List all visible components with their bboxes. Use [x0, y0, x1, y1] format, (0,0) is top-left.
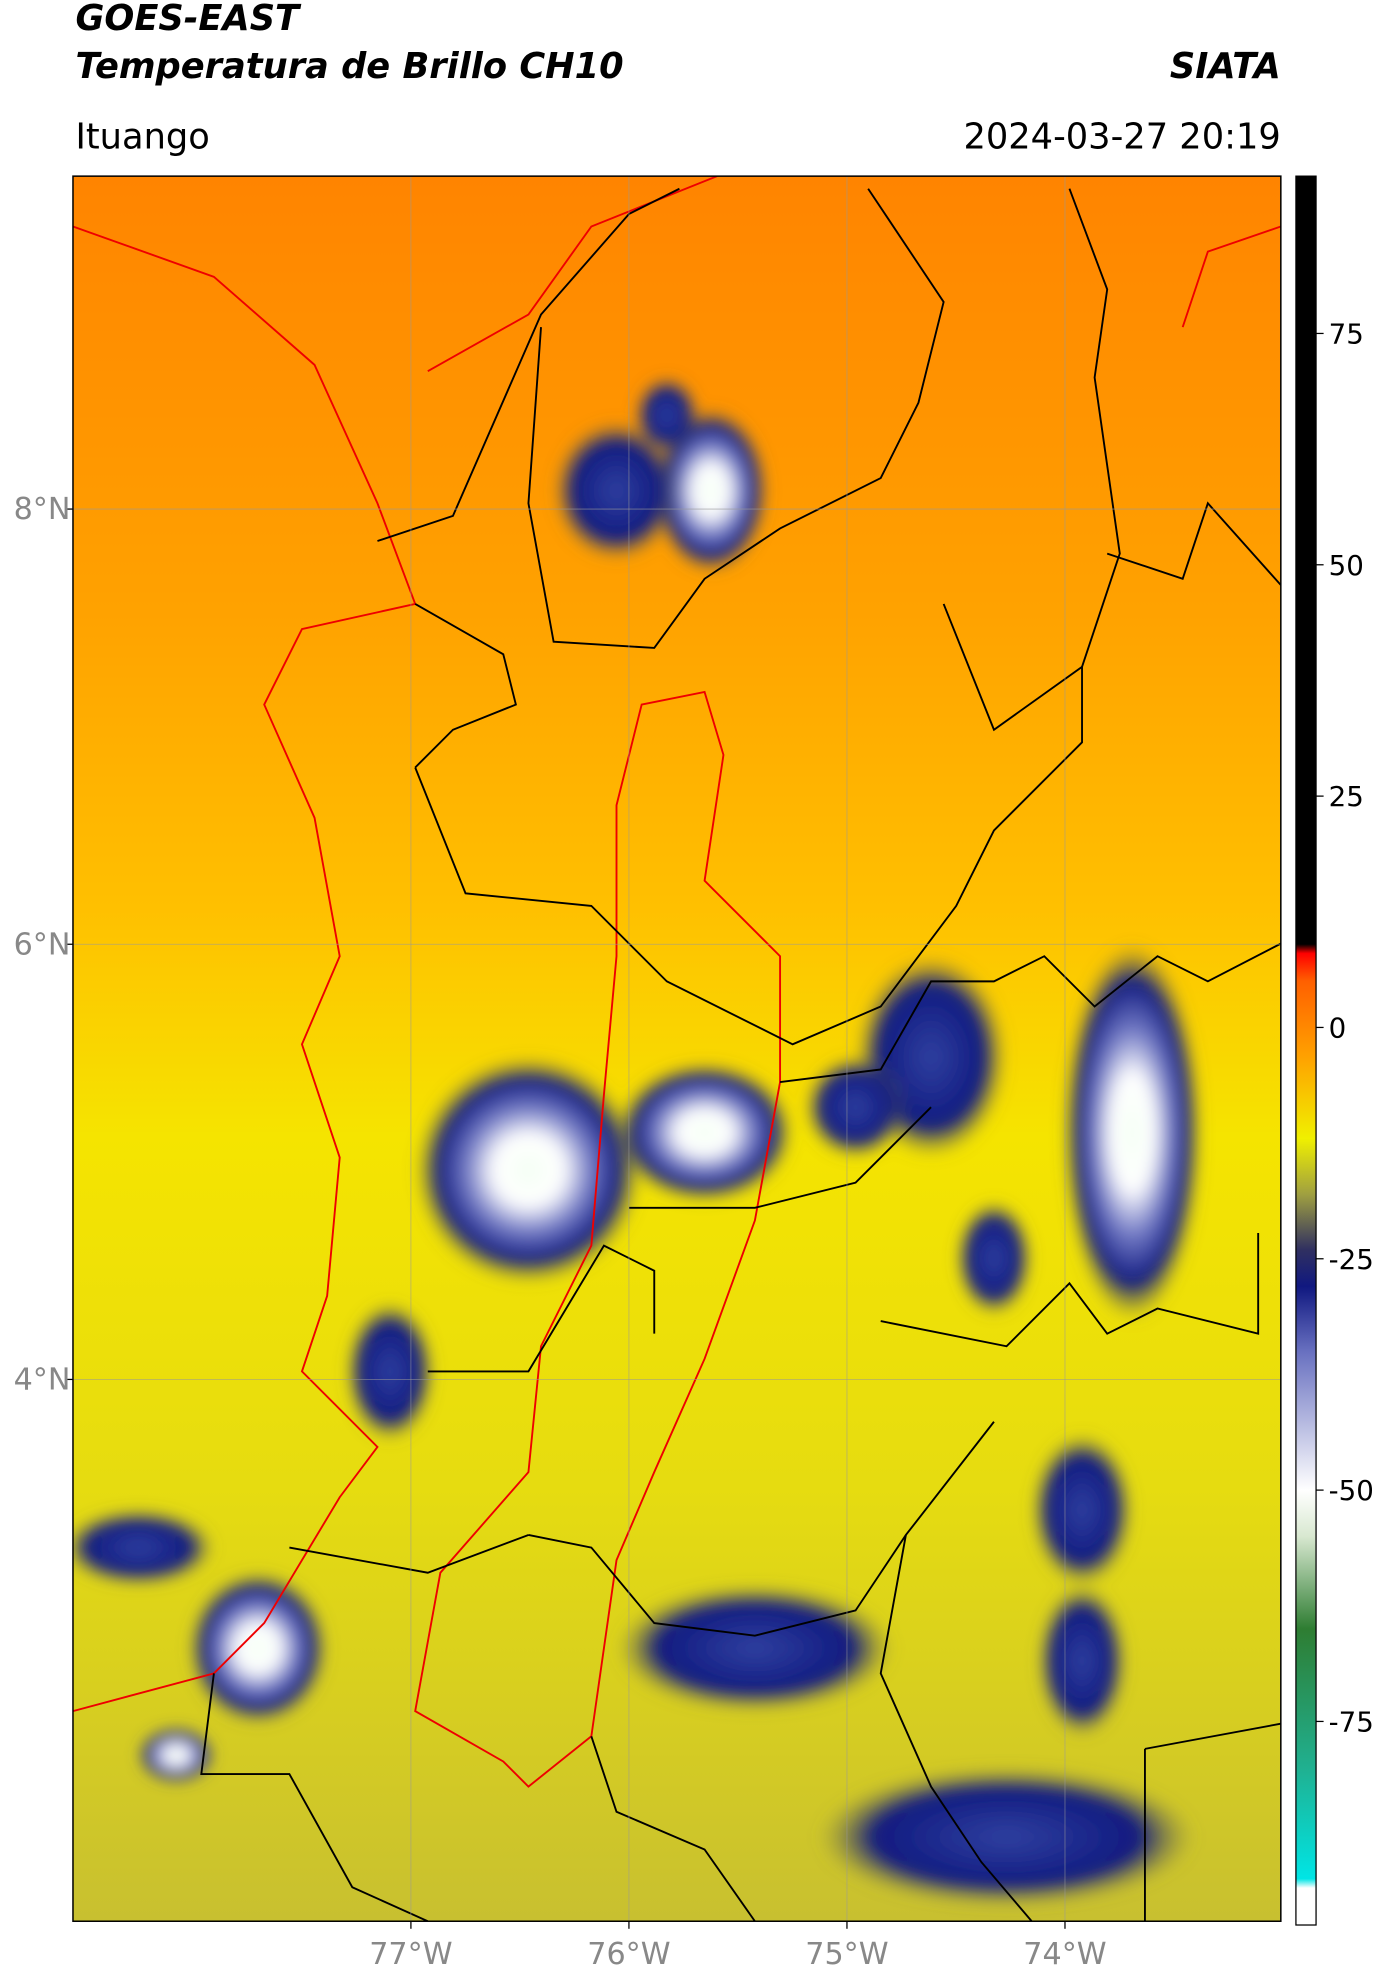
subtitle: Temperatura de Brillo CH10: [75, 46, 623, 87]
x-tick-label: 76°W: [587, 1937, 670, 1972]
colorbar: [1295, 175, 1317, 1926]
colorbar-tick-label: -25: [1329, 1243, 1374, 1276]
colorbar-tick-label: -50: [1329, 1474, 1374, 1507]
x-tick-label: 74°W: [1023, 1937, 1106, 1972]
borders: [72, 176, 1281, 1922]
y-tick-label: 8°N: [14, 492, 71, 527]
map-frame: [72, 175, 1282, 1922]
colorbar-tick-label: -75: [1329, 1706, 1374, 1739]
map-area: [72, 176, 1281, 1922]
grid: [72, 176, 1281, 1922]
cloud-field: [72, 377, 1202, 1907]
title: GOES-EAST: [75, 0, 302, 39]
x-tick-label: 75°W: [805, 1937, 888, 1972]
colorbar-tick-label: 25: [1329, 780, 1364, 813]
x-tick-label: 77°W: [369, 1937, 452, 1972]
colorbar-tick-label: 50: [1329, 549, 1364, 582]
y-tick-label: 4°N: [14, 1362, 71, 1397]
y-tick-label: 6°N: [14, 927, 71, 962]
colorbar-tick-label: 75: [1329, 318, 1364, 351]
datetime: 2024-03-27 20:19: [963, 116, 1280, 157]
location: Ituango: [75, 116, 209, 157]
source: SIATA: [1170, 46, 1281, 87]
colorbar-tick-label: 0: [1329, 1012, 1347, 1045]
